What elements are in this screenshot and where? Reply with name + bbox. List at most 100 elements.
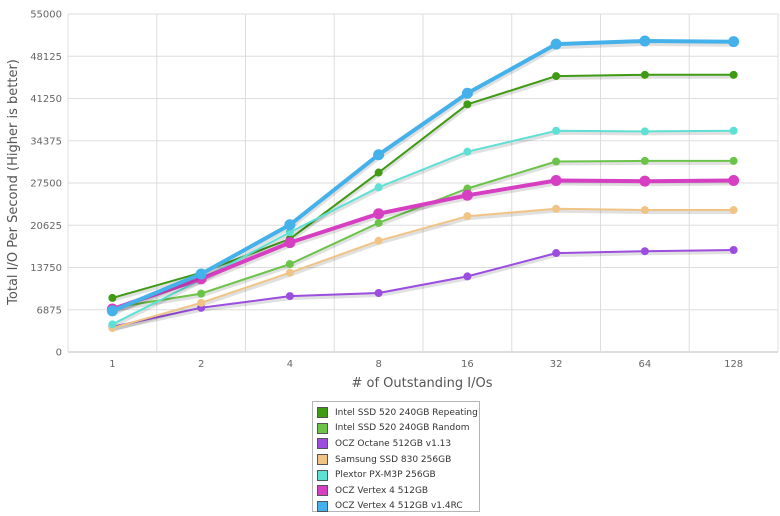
legend-swatch bbox=[317, 407, 328, 419]
data-point[interactable] bbox=[108, 320, 117, 329]
legend-swatch bbox=[317, 454, 328, 466]
legend-item[interactable]: Samsung SSD 830 256GB bbox=[317, 452, 475, 468]
legend-item[interactable]: OCZ Vertex 4 512GB bbox=[317, 483, 475, 499]
data-point[interactable] bbox=[640, 156, 649, 165]
data-point[interactable] bbox=[729, 245, 738, 254]
data-point[interactable] bbox=[552, 204, 561, 213]
data-point[interactable] bbox=[640, 247, 649, 256]
x-tick-label: 8 bbox=[375, 359, 381, 370]
data-point[interactable] bbox=[197, 289, 206, 298]
data-point[interactable] bbox=[640, 70, 649, 79]
data-point[interactable] bbox=[552, 72, 561, 81]
y-tick-label: 55000 bbox=[30, 10, 62, 21]
data-point[interactable] bbox=[374, 183, 383, 192]
data-point[interactable] bbox=[373, 208, 385, 220]
series-line-shadow bbox=[111, 208, 734, 332]
y-tick-label: 0 bbox=[56, 348, 62, 359]
y-axis-ticks: 0 6875 13750 20625 27500 34375 41250 48125 55000 bbox=[30, 10, 62, 359]
legend-item[interactable]: Intel SSD 520 240GB Random bbox=[317, 421, 475, 437]
y-tick-label: 41250 bbox=[30, 94, 62, 105]
data-point[interactable] bbox=[285, 268, 294, 277]
chart: 0 6875 13750 20625 27500 34375 41250 48125 55000… bbox=[6, 10, 779, 391]
data-point[interactable] bbox=[729, 126, 738, 135]
series-line-shadow bbox=[112, 160, 734, 312]
data-point[interactable] bbox=[374, 289, 383, 298]
data-point[interactable] bbox=[463, 100, 472, 109]
data-point[interactable] bbox=[374, 236, 383, 245]
legend-label: Intel SSD 520 240GB Random bbox=[335, 423, 470, 434]
data-point[interactable] bbox=[552, 249, 561, 258]
data-point[interactable] bbox=[552, 126, 561, 135]
legend-label: OCZ Vertex 4 512GB v1.4RC bbox=[335, 501, 463, 512]
series-line-shadow bbox=[111, 250, 734, 331]
y-tick-label: 20625 bbox=[30, 221, 62, 232]
legend-swatch bbox=[317, 500, 328, 512]
legend-item[interactable]: Plextor PX-M3P 256GB bbox=[317, 467, 475, 483]
x-tick-label: 1 bbox=[109, 359, 115, 370]
data-point[interactable] bbox=[463, 212, 472, 221]
y-tick-label: 13750 bbox=[30, 263, 62, 274]
data-point[interactable] bbox=[640, 206, 649, 215]
data-point[interactable] bbox=[729, 206, 738, 215]
data-point[interactable] bbox=[463, 272, 472, 281]
x-axis-title: # of Outstanding I/Os bbox=[351, 376, 492, 391]
legend-label: OCZ Octane 512GB v1.13 bbox=[335, 438, 452, 449]
legend: Intel SSD 520 240GB Repeating Intel SSD 5… bbox=[312, 401, 480, 512]
data-point[interactable] bbox=[461, 87, 473, 99]
data-point[interactable] bbox=[285, 260, 294, 269]
y-tick-label: 27500 bbox=[30, 179, 62, 190]
data-point[interactable] bbox=[728, 175, 740, 187]
data-point[interactable] bbox=[373, 149, 385, 161]
data-point[interactable] bbox=[461, 189, 473, 201]
data-point[interactable] bbox=[639, 35, 651, 47]
data-point[interactable] bbox=[374, 218, 383, 227]
legend-swatch bbox=[317, 438, 328, 450]
series-4 bbox=[108, 204, 738, 333]
data-point[interactable] bbox=[285, 228, 294, 237]
legend-label: Samsung SSD 830 256GB bbox=[335, 454, 452, 465]
data-point[interactable] bbox=[285, 292, 294, 301]
x-tick-label: 32 bbox=[550, 359, 563, 370]
legend-item[interactable]: OCZ Vertex 4 512GB v1.4RC bbox=[317, 499, 475, 515]
data-point[interactable] bbox=[284, 237, 296, 249]
data-point[interactable] bbox=[463, 147, 472, 156]
legend-item[interactable]: Intel SSD 520 240GB Repeating bbox=[317, 405, 478, 421]
data-point[interactable] bbox=[729, 156, 738, 165]
data-point[interactable] bbox=[195, 268, 207, 280]
legend-swatch bbox=[317, 469, 328, 481]
x-tick-label: 4 bbox=[287, 359, 293, 370]
legend-label: OCZ Vertex 4 512GB bbox=[335, 485, 429, 496]
data-point[interactable] bbox=[640, 127, 649, 136]
legend-label: Intel SSD 520 240GB Repeating bbox=[335, 407, 478, 418]
series-line bbox=[111, 249, 735, 328]
y-tick-label: 48125 bbox=[30, 52, 62, 63]
data-point[interactable] bbox=[106, 305, 118, 317]
series-7 bbox=[106, 35, 740, 317]
legend-swatch bbox=[317, 422, 328, 434]
x-axis-ticks: 1 2 4 8 16 32 64 128 bbox=[109, 359, 743, 370]
series-line bbox=[111, 207, 735, 329]
x-tick-label: 2 bbox=[198, 359, 204, 370]
data-point[interactable] bbox=[550, 175, 562, 187]
legend-swatch bbox=[317, 485, 328, 497]
x-tick-label: 128 bbox=[724, 359, 743, 370]
data-point[interactable] bbox=[374, 168, 383, 177]
y-axis-title: Total I/O Per Second (Higher is better) bbox=[6, 59, 21, 306]
data-point[interactable] bbox=[284, 219, 296, 231]
series-6 bbox=[106, 175, 740, 315]
data-point[interactable] bbox=[728, 36, 740, 48]
data-point[interactable] bbox=[552, 157, 561, 166]
data-point[interactable] bbox=[639, 175, 651, 187]
series-lines bbox=[106, 35, 740, 333]
data-point[interactable] bbox=[108, 293, 117, 302]
series-3 bbox=[108, 245, 738, 331]
legend-item[interactable]: OCZ Octane 512GB v1.13 bbox=[317, 436, 475, 452]
legend-label: Plextor PX-M3P 256GB bbox=[335, 470, 436, 481]
series-line-shadow bbox=[111, 74, 734, 302]
series-line bbox=[110, 39, 736, 313]
data-point[interactable] bbox=[550, 38, 562, 50]
grid-lines bbox=[67, 13, 779, 353]
data-point[interactable] bbox=[729, 70, 738, 79]
data-point[interactable] bbox=[197, 298, 206, 307]
y-tick-label: 6875 bbox=[37, 305, 62, 316]
